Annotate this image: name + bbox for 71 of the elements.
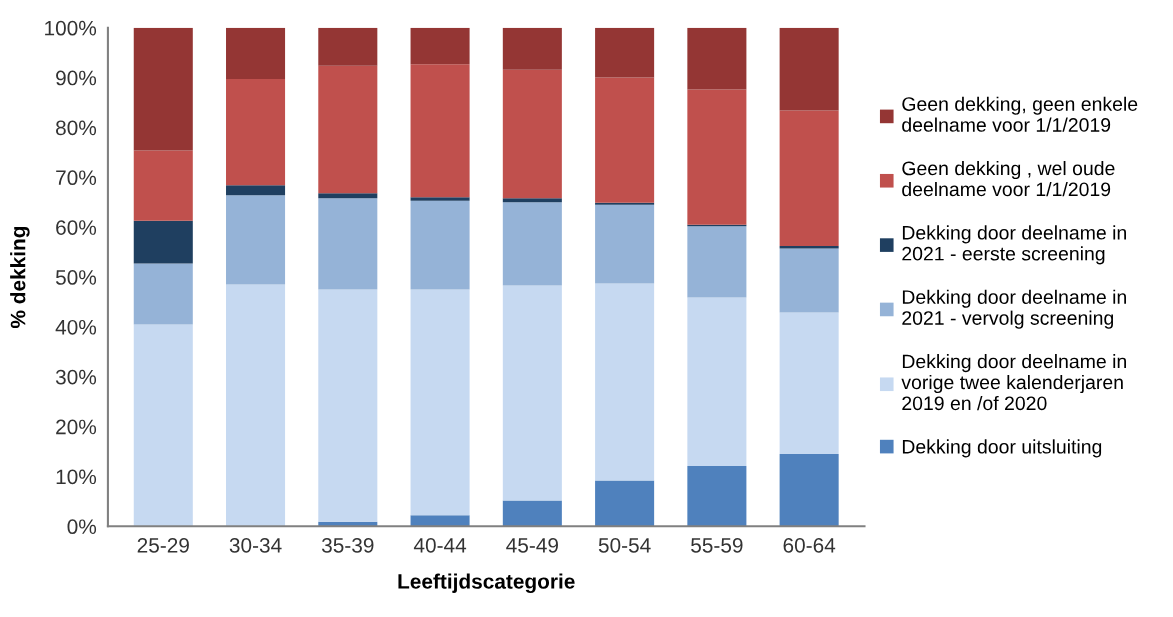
bar: [318, 193, 378, 199]
x-tick-label: 35-39: [321, 537, 374, 553]
y-tick-label: 40%: [55, 319, 97, 335]
x-tick-label: 25-29: [137, 537, 189, 553]
bar: [595, 27, 655, 78]
bar: [410, 64, 470, 198]
bar: [410, 200, 470, 290]
y-tick-label: 90%: [56, 70, 97, 86]
y-tick-label: 100%: [45, 20, 97, 36]
bar: [502, 198, 562, 203]
y-tick-label: 60%: [56, 220, 97, 235]
bar: [502, 202, 562, 286]
bar: [687, 89, 747, 225]
bar: [410, 289, 470, 516]
legend-label: Dekking door deelname in 2021 - eerste screening: [902, 225, 1126, 265]
bar: [410, 515, 470, 527]
y-axis-title: % dekking: [10, 226, 30, 329]
bar: [595, 283, 655, 481]
x-tick-label: 30-34: [229, 537, 282, 553]
bar: [779, 246, 839, 249]
bar: [595, 77, 655, 203]
x-tick-label: 50-54: [598, 537, 651, 553]
bar: [687, 27, 747, 90]
bar: [779, 248, 839, 313]
bar: [226, 27, 286, 80]
x-axis-title: Leeftijdscategorie: [398, 573, 575, 594]
bar: [133, 150, 193, 221]
legend-label: Dekking door deelname in vorige twee kalenderjaren 2019 en /of 2020: [901, 354, 1126, 411]
bar: [410, 197, 470, 201]
x-tick-label: 55-59: [691, 537, 743, 553]
bar: [133, 220, 193, 264]
y-tick-label: 70%: [56, 170, 97, 186]
bar: [687, 297, 747, 466]
bar: [779, 110, 839, 247]
bar: [502, 69, 562, 199]
legend-label: Geen dekking, geen enkele deelname voor 1/1/2019: [902, 96, 1138, 132]
bar: [779, 27, 839, 111]
bar: [595, 204, 655, 284]
bar: [133, 263, 193, 325]
bar: [133, 324, 193, 527]
bar: [502, 285, 562, 501]
x-tick-label: 40-44: [413, 537, 467, 553]
legend-label: Geen dekking , wel oude deelname voor 1/1/2019: [902, 160, 1115, 197]
bar: [595, 202, 655, 205]
bar: [226, 195, 286, 285]
bar: [318, 289, 378, 522]
bar: [502, 500, 562, 527]
bar: [318, 65, 378, 194]
bar: [318, 198, 378, 290]
legend-label: Dekking door deelname in 2021 - vervolg screening: [902, 289, 1126, 329]
bar: [226, 79, 286, 186]
y-tick-label: 50%: [55, 270, 97, 285]
bar: [687, 226, 747, 298]
bar: [318, 27, 378, 66]
bar: [595, 480, 655, 527]
y-tick-label: 80%: [56, 120, 97, 136]
y-tick-label: 30%: [55, 369, 97, 385]
y-tick-label: 10%: [56, 469, 97, 485]
x-tick-label: 60-64: [783, 537, 836, 553]
bar: [687, 465, 747, 527]
bar: [410, 27, 470, 65]
bar: [779, 312, 839, 455]
bar: [502, 27, 562, 70]
x-tick-label: 45-49: [506, 537, 558, 553]
bar: [779, 454, 839, 527]
legend-label: Dekking door uitsluiting: [902, 439, 1102, 458]
y-tick-label: 0%: [67, 519, 97, 535]
y-tick-label: 20%: [56, 419, 97, 435]
bar: [133, 27, 193, 151]
bar: [226, 284, 286, 527]
bar: [226, 185, 286, 196]
